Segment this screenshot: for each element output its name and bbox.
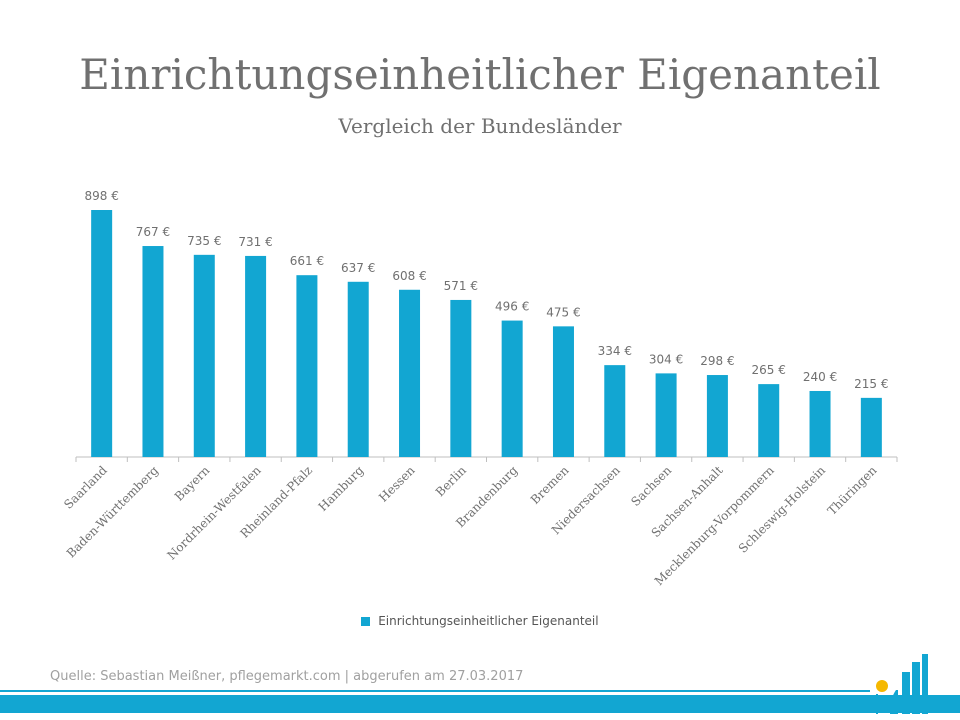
category-tick-label: Sachsen — [628, 463, 674, 509]
bar — [245, 255, 267, 457]
source-note: Quelle: Sebastian Meißner, pflegemarkt.c… — [50, 669, 524, 684]
footer-bar — [0, 695, 960, 713]
data-label: 898 € — [84, 189, 118, 203]
pflegemarkt-logo-icon — [876, 654, 928, 714]
bar — [142, 246, 164, 457]
bar — [552, 326, 574, 457]
bar — [860, 397, 882, 457]
legend-label: Einrichtungseinheitlicher Eigenanteil — [378, 614, 599, 628]
bar — [347, 281, 369, 457]
chart-title: Einrichtungseinheitlicher Eigenanteil — [79, 50, 881, 99]
category-tick-label: Baden-Württemberg — [64, 463, 161, 560]
data-label: 735 € — [187, 234, 221, 248]
category-tick-label: Berlin — [433, 463, 469, 499]
category-tick-label: Saarland — [61, 463, 110, 512]
category-tick-label: Bayern — [172, 463, 213, 504]
data-label: 298 € — [700, 354, 734, 368]
chart-legend: Einrichtungseinheitlicher Eigenanteil — [0, 614, 960, 628]
bar — [501, 320, 523, 457]
footer-line — [0, 690, 870, 692]
category-tick-label: Hamburg — [316, 463, 367, 514]
data-label: 767 € — [136, 225, 170, 239]
data-label: 571 € — [444, 279, 478, 293]
category-tick-label: Nordrhein-Westfalen — [164, 463, 263, 562]
bar — [193, 254, 215, 457]
legend-swatch — [361, 617, 371, 626]
data-label: 304 € — [649, 352, 683, 366]
data-label: 265 € — [752, 363, 786, 377]
data-label: 661 € — [290, 254, 324, 268]
bar — [91, 210, 113, 457]
data-label: 215 € — [854, 377, 888, 391]
category-tick-label: Bremen — [528, 463, 572, 507]
bar-chart: 898 € Saarland 767 € Baden-Württemberg 735 €… — [61, 189, 898, 588]
category-tick-label: Thüringen — [825, 463, 880, 518]
bar — [604, 365, 626, 457]
data-label: 475 € — [546, 305, 580, 319]
bar — [296, 275, 318, 457]
bar — [450, 299, 472, 457]
bar — [706, 375, 728, 457]
bar — [809, 390, 831, 457]
data-label: 334 € — [598, 344, 632, 358]
data-label: 637 € — [341, 261, 375, 275]
bar — [655, 373, 677, 457]
bar — [758, 384, 780, 457]
category-tick-label: Schleswig-Holstein — [736, 463, 829, 556]
data-label: 731 € — [238, 235, 272, 249]
category-tick-label: Hessen — [376, 463, 418, 505]
chart-subtitle: Vergleich der Bundesländer — [338, 114, 622, 138]
data-label: 240 € — [803, 370, 837, 384]
bar — [399, 289, 421, 457]
data-label: 496 € — [495, 300, 529, 314]
data-label: 608 € — [392, 269, 426, 283]
